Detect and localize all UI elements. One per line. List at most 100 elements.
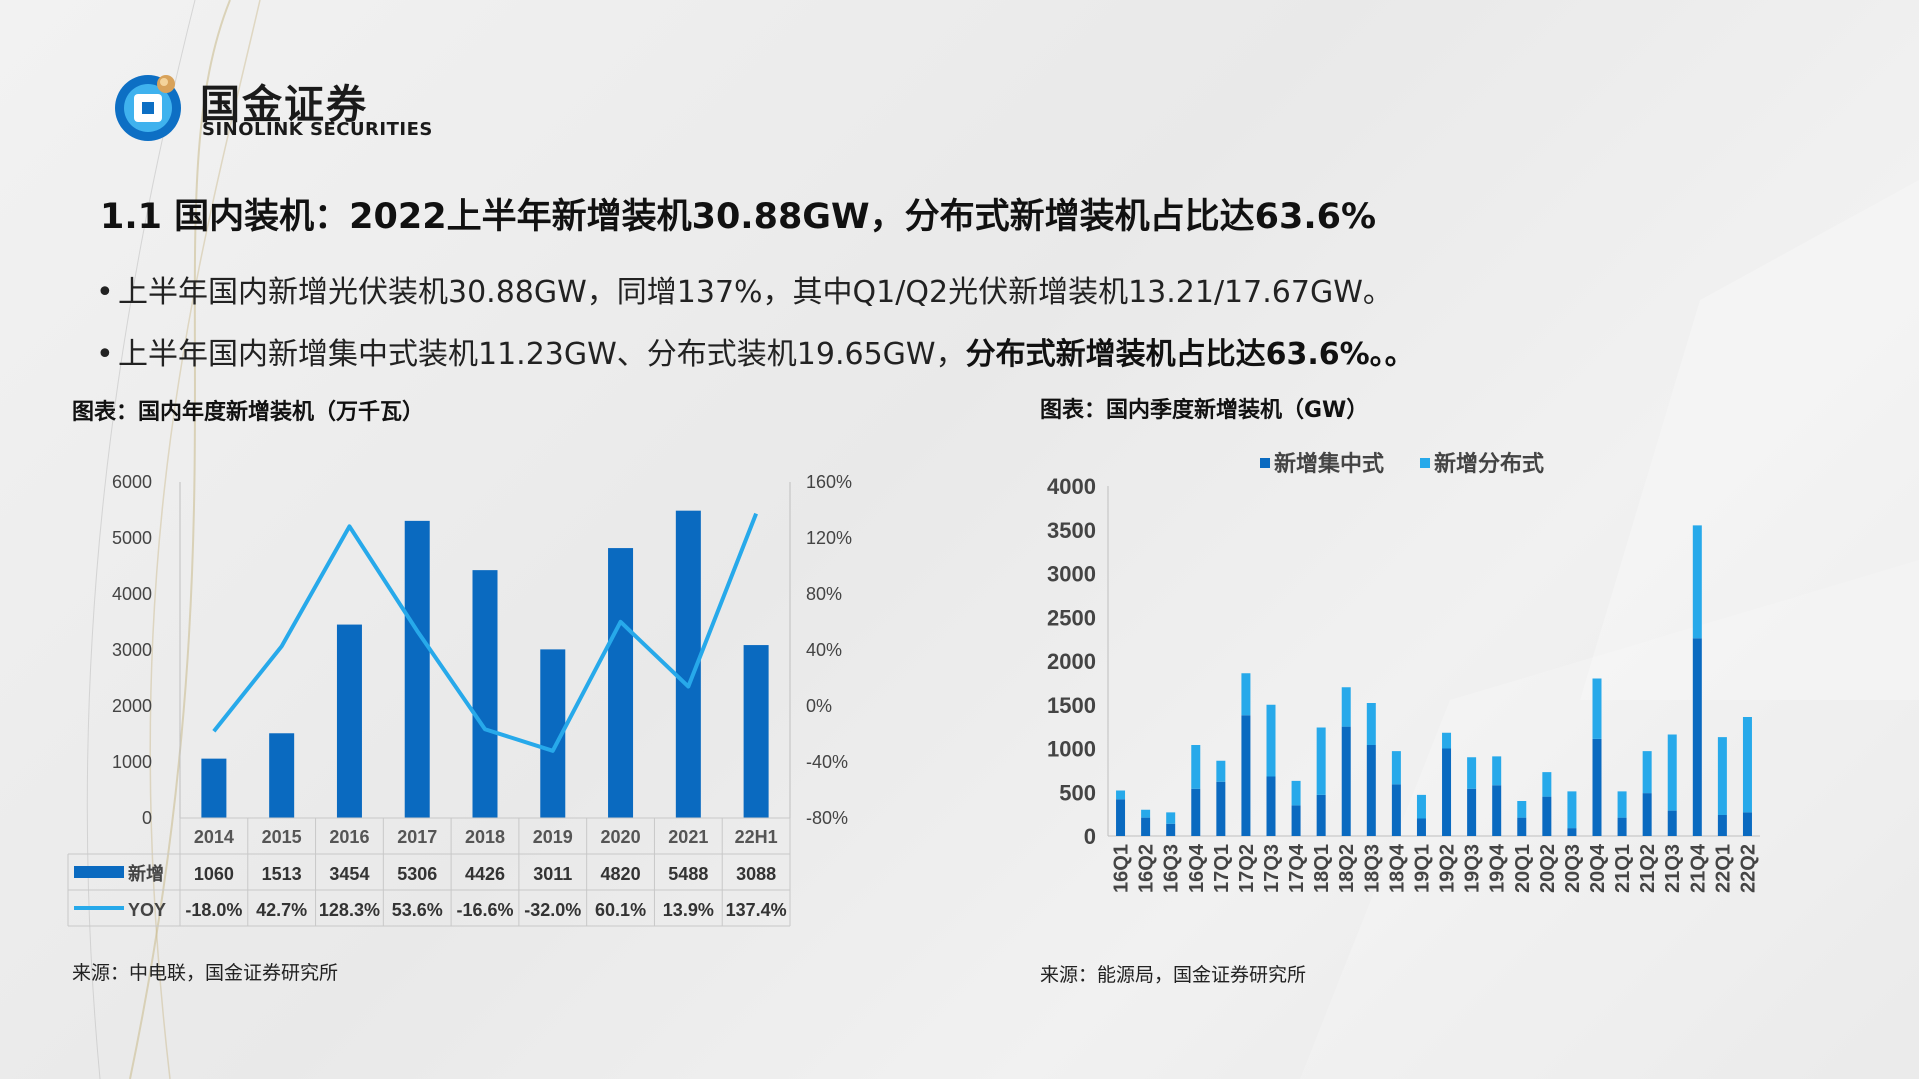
x-tick-label: 2019 xyxy=(533,827,573,847)
x-tick-label: 2018 xyxy=(465,827,505,847)
y-tick-label: 2000 xyxy=(1047,649,1096,674)
bar-distributed xyxy=(1492,756,1502,786)
y-tick-label-right: -80% xyxy=(806,808,848,828)
bar-centralized xyxy=(1366,745,1376,836)
x-tick-label: 19Q4 xyxy=(1487,843,1509,893)
bar-distributed xyxy=(1467,757,1477,789)
x-tick-label: 20Q3 xyxy=(1562,844,1584,893)
x-tick-label: 22H1 xyxy=(735,827,778,847)
bar-distributed xyxy=(1542,772,1552,797)
x-tick-label: 17Q2 xyxy=(1236,844,1258,893)
table-value-yoy: -32.0% xyxy=(524,900,581,920)
table-value-new: 3088 xyxy=(736,864,776,884)
y-tick-label-left: 0 xyxy=(142,808,152,828)
y-tick-label-right: 80% xyxy=(806,584,842,604)
bullet-text: 上半年国内新增集中式装机11.23GW、分布式装机19.65GW， xyxy=(118,337,966,372)
legend-label-centralized: 新增集中式 xyxy=(1274,451,1384,476)
bar-annual-new xyxy=(201,758,227,818)
bar-centralized xyxy=(1717,815,1727,836)
bar-distributed xyxy=(1141,809,1151,818)
bar-distributed xyxy=(1717,737,1727,815)
bar-distributed xyxy=(1316,727,1326,795)
table-value-new: 3011 xyxy=(533,864,572,884)
bar-distributed xyxy=(1692,525,1702,639)
bar-distributed xyxy=(1216,760,1226,782)
y-tick-label: 2500 xyxy=(1047,605,1096,630)
bar-annual-new xyxy=(336,624,362,818)
bar-centralized xyxy=(1316,794,1326,836)
y-tick-label-right: 40% xyxy=(806,640,842,660)
bar-centralized xyxy=(1667,810,1677,836)
x-tick-label: 2016 xyxy=(329,827,369,847)
bar-centralized xyxy=(1692,638,1702,836)
x-tick-label: 16Q2 xyxy=(1136,844,1158,893)
legend-key-centralized xyxy=(1260,458,1270,468)
logo-chinese-name: 国金证券 xyxy=(200,82,368,128)
x-tick-label: 2021 xyxy=(668,827,708,847)
x-tick-label: 20Q2 xyxy=(1537,844,1559,893)
bar-distributed xyxy=(1291,780,1301,806)
bar-distributed xyxy=(1266,704,1276,777)
x-tick-label: 16Q3 xyxy=(1161,844,1183,893)
x-tick-label: 19Q3 xyxy=(1462,844,1484,893)
bullet-item: • 上半年国内新增集中式装机11.23GW、分布式装机19.65GW，分布式新增装… xyxy=(96,337,1415,372)
annual-installation-chart: 0 1000 2000 3000 4000 5000 6000 -80% -40% 0% 40% 80… xyxy=(67,472,852,927)
right-chart-source: 来源：能源局，国金证券研究所 xyxy=(1040,964,1307,986)
bar-distributed xyxy=(1116,790,1126,800)
y-tick-label: 4000 xyxy=(1047,474,1096,499)
slide-title: 1.1 国内装机：2022上半年新增装机30.88GW，分布式新增装机占比达63… xyxy=(100,197,1377,237)
bar-distributed xyxy=(1391,751,1401,785)
legend-key-distributed xyxy=(1420,458,1430,468)
table-value-yoy: 42.7% xyxy=(256,900,307,920)
bar-centralized xyxy=(1642,793,1652,836)
legend-label-distributed: 新增分布式 xyxy=(1434,451,1544,476)
table-value-new: 3454 xyxy=(329,864,369,884)
bar-distributed xyxy=(1642,751,1652,794)
x-tick-label: 16Q1 xyxy=(1111,844,1133,893)
x-tick-label: 20Q4 xyxy=(1587,843,1609,893)
bar-centralized xyxy=(1241,715,1251,836)
bar-annual-new xyxy=(472,570,498,818)
table-value-new: 5306 xyxy=(397,864,437,884)
logo-english-name: SINOLINK SECURITIES xyxy=(202,119,433,140)
x-tick-label: 18Q4 xyxy=(1386,843,1408,893)
legend-label-new: 新增 xyxy=(128,863,164,884)
bar-distributed xyxy=(1366,703,1376,745)
legend-key-new xyxy=(74,866,124,878)
x-tick-label: 18Q3 xyxy=(1361,844,1383,893)
table-value-new: 1513 xyxy=(262,864,302,884)
bar-distributed xyxy=(1241,673,1251,716)
bar-centralized xyxy=(1442,748,1452,836)
table-value-yoy: -18.0% xyxy=(185,900,242,920)
y-tick-label: 500 xyxy=(1059,780,1096,805)
bar-centralized xyxy=(1592,738,1602,836)
bullet-text: 上半年国内新增光伏装机30.88GW，同增137%，其中Q1/Q2光伏新增装机1… xyxy=(118,275,1393,310)
company-logo: 国金证券 SINOLINK SECURITIES xyxy=(112,64,452,144)
x-tick-label: 19Q1 xyxy=(1411,844,1433,893)
x-tick-label: 21Q1 xyxy=(1612,844,1634,893)
bar-distributed xyxy=(1166,812,1176,824)
x-tick-label: 17Q4 xyxy=(1286,843,1308,893)
x-tick-label: 22Q2 xyxy=(1737,844,1759,893)
bar-centralized xyxy=(1416,818,1426,836)
left-chart-caption: 图表：国内年度新增装机（万千瓦） xyxy=(72,400,425,425)
bar-centralized xyxy=(1166,823,1176,836)
right-chart-caption: 图表：国内季度新增装机（GW） xyxy=(1040,398,1369,423)
bar-centralized xyxy=(1617,817,1627,836)
y-tick-label-left: 5000 xyxy=(112,528,152,548)
x-tick-label: 18Q2 xyxy=(1336,844,1358,893)
y-tick-label-right: 160% xyxy=(806,472,852,492)
bar-distributed xyxy=(1617,791,1627,818)
x-tick-label: 2017 xyxy=(397,827,437,847)
y-tick-label-left: 4000 xyxy=(112,584,152,604)
bar-distributed xyxy=(1742,717,1752,813)
x-tick-label: 2014 xyxy=(194,827,234,847)
y-tick-label-left: 6000 xyxy=(112,472,152,492)
bullet-bold-text: 分布式新增装机占比达63.6%。。 xyxy=(965,337,1415,372)
table-value-yoy: 53.6% xyxy=(392,900,443,920)
y-tick-label: 1000 xyxy=(1047,737,1096,762)
bar-distributed xyxy=(1442,732,1452,749)
x-tick-label: 21Q3 xyxy=(1662,844,1684,893)
x-tick-label: 22Q1 xyxy=(1712,844,1734,893)
y-tick-label: 3000 xyxy=(1047,562,1096,587)
